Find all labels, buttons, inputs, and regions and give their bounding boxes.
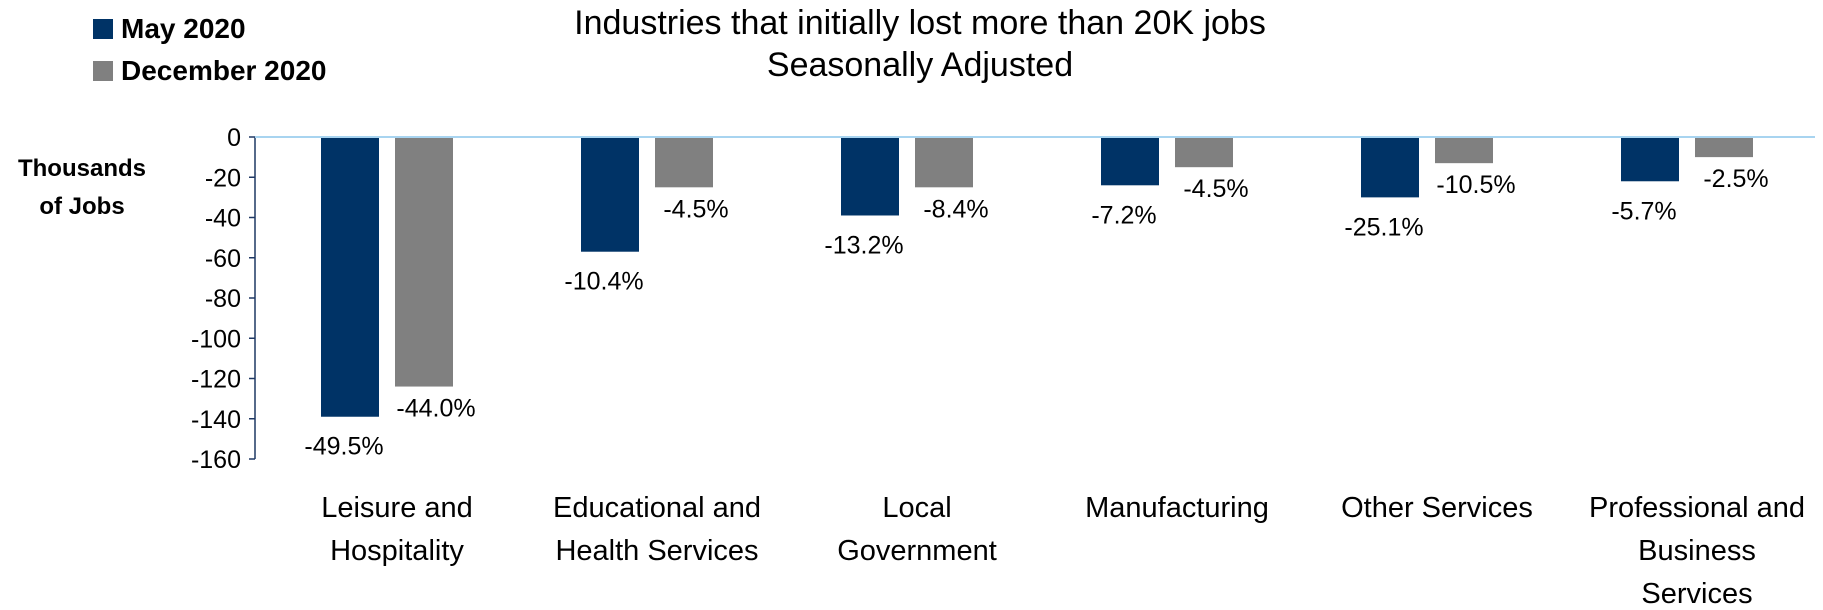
bar-may-2020 bbox=[1361, 137, 1419, 198]
data-label: -49.5% bbox=[304, 433, 383, 461]
bar-december-2020 bbox=[915, 137, 973, 188]
data-label: -44.0% bbox=[396, 395, 475, 423]
x-tick-label: Local Government bbox=[837, 492, 997, 567]
legend-label-december-2020: December 2020 bbox=[121, 55, 327, 86]
y-tick-label: -120 bbox=[191, 366, 241, 394]
bar-december-2020 bbox=[1695, 137, 1753, 158]
data-label: -25.1% bbox=[1344, 213, 1423, 241]
data-label: -7.2% bbox=[1091, 201, 1156, 229]
bar-december-2020 bbox=[1435, 137, 1493, 164]
data-label: -10.5% bbox=[1436, 171, 1515, 199]
x-tick-label: Manufacturing bbox=[1085, 492, 1269, 524]
data-label: -5.7% bbox=[1611, 197, 1676, 225]
legend: May 2020 December 2020 bbox=[93, 8, 326, 92]
bar-may-2020 bbox=[1621, 137, 1679, 182]
bar-december-2020 bbox=[395, 137, 453, 387]
x-tick-label: Professional and Business Services bbox=[1589, 492, 1805, 610]
legend-item-december-2020: December 2020 bbox=[93, 50, 326, 92]
y-tick-label: -80 bbox=[205, 285, 241, 313]
chart-title: Industries that initially lost more than… bbox=[574, 4, 1266, 42]
y-tick-label: -20 bbox=[205, 164, 241, 192]
x-tick-label: Other Services bbox=[1341, 492, 1533, 524]
bar-may-2020 bbox=[841, 137, 899, 216]
legend-swatch-december-2020 bbox=[93, 61, 113, 81]
y-tick-label: -100 bbox=[191, 325, 241, 353]
legend-swatch-may-2020 bbox=[93, 19, 113, 39]
y-axis-label: Thousands of Jobs bbox=[17, 155, 146, 220]
y-tick-label: -40 bbox=[205, 205, 241, 233]
legend-item-may-2020: May 2020 bbox=[93, 8, 326, 50]
data-label: -4.5% bbox=[1183, 175, 1248, 203]
data-label: -4.5% bbox=[663, 195, 728, 223]
data-label: -8.4% bbox=[923, 195, 988, 223]
y-tick-label: -60 bbox=[205, 245, 241, 273]
data-label: -2.5% bbox=[1703, 165, 1768, 193]
bar-may-2020 bbox=[1101, 137, 1159, 186]
x-tick-label: Leisure and Hospitality bbox=[321, 492, 473, 567]
bar-may-2020 bbox=[581, 137, 639, 252]
y-tick-label: -160 bbox=[191, 446, 241, 474]
legend-label-may-2020: May 2020 bbox=[121, 13, 246, 44]
chart-subtitle: Seasonally Adjusted bbox=[766, 46, 1074, 84]
y-tick-label: 0 bbox=[227, 124, 241, 152]
data-label: -13.2% bbox=[824, 231, 903, 259]
bar-december-2020 bbox=[655, 137, 713, 188]
y-tick-label: -140 bbox=[191, 406, 241, 434]
data-label: -10.4% bbox=[564, 268, 643, 296]
bar-may-2020 bbox=[321, 137, 379, 417]
x-tick-label: Educational and Health Services bbox=[553, 492, 761, 567]
bar-december-2020 bbox=[1175, 137, 1233, 168]
